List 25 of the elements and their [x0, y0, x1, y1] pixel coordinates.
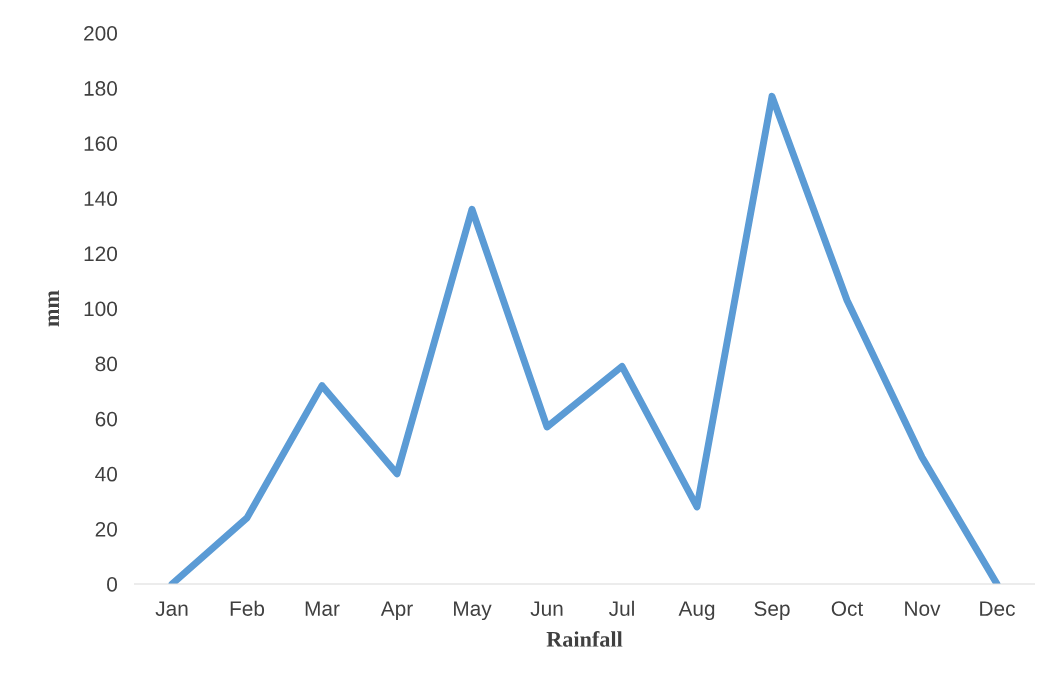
y-tick-label: 200	[84, 26, 118, 41]
y-tick-label: 80	[95, 356, 118, 372]
y-tick-label: 160	[84, 136, 118, 151]
y-tick-label: 120	[84, 246, 118, 262]
x-tick-label: Jul	[609, 600, 634, 616]
x-tick-label: Jun	[530, 601, 563, 616]
x-tick-label: Apr	[380, 601, 413, 621]
y-tick-label: 180	[84, 81, 118, 96]
y-tick-label: 140	[84, 191, 118, 207]
x-tick-label: Nov	[905, 601, 941, 616]
x-tick-label: Dec	[980, 601, 1015, 616]
x-tick-label: Oct	[831, 601, 864, 616]
x-tick-label: Sep	[754, 601, 790, 621]
y-tick-label: 40	[95, 466, 118, 482]
y-axis-title: mm	[48, 290, 59, 327]
x-tick-label: Aug	[678, 601, 715, 621]
y-tick-label: 100	[84, 301, 118, 317]
x-tick-label: Mar	[305, 601, 340, 616]
y-tick-label: 20	[95, 521, 118, 537]
y-tick-label: 60	[95, 411, 118, 427]
x-tick-label: Jan	[155, 601, 188, 616]
x-tick-label: Feb	[230, 600, 265, 616]
x-tick-label: May	[454, 601, 492, 621]
x-axis-title: Rainfall	[546, 630, 623, 647]
y-tick-label: 0	[107, 577, 118, 592]
